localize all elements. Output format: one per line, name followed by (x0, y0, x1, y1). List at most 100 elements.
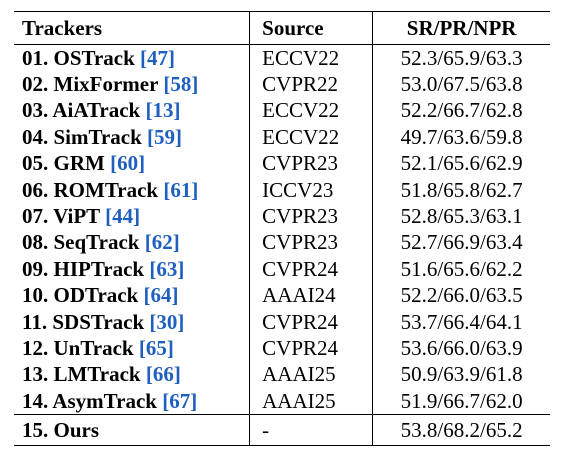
metric-cell: 53.6/66.0/63.9 (400, 335, 523, 360)
citation-number: 13 (152, 98, 174, 123)
citation-link[interactable]: [63] (149, 256, 185, 281)
row-number: 13. (22, 362, 49, 387)
source-cell: ECCV22 (249, 44, 374, 72)
citation-number: 67 (169, 388, 191, 413)
source-cell: - (249, 414, 374, 446)
tracker-name: Ours (53, 417, 100, 442)
tracker-name: HIPTrack (53, 256, 145, 281)
tracker-cell: 06. ROMTrack [61] (14, 176, 251, 204)
citation-link[interactable]: [67] (162, 388, 198, 413)
tracker-cell: 02. MixFormer [58] (14, 71, 251, 98)
citation-link[interactable]: [58] (163, 72, 199, 97)
results-table: Trackers Source SR/PR/NPR 01. OSTrack [4… (14, 11, 550, 446)
table-row-ours: 15. Ours - 53.8/68.2/65.2 (14, 414, 550, 446)
header-metric: SR/PR/NPR (406, 15, 517, 40)
metric-cell: 52.2/66.7/62.8 (400, 98, 523, 123)
source-cell: AAAI25 (249, 388, 374, 415)
tracker-name: GRM (53, 151, 105, 176)
tracker-cell: 10. ODTrack [64] (14, 282, 251, 309)
row-number: 01. (22, 45, 49, 70)
tracker-name: AsymTrack (52, 388, 157, 413)
row-number: 06. (22, 177, 49, 202)
row-number: 08. (22, 230, 49, 255)
metric-cell: 52.7/66.9/63.4 (400, 230, 523, 255)
citation-link[interactable]: [65] (138, 335, 174, 360)
table-row: 12. UnTrack [65] CVPR24 53.6/66.0/63.9 (14, 335, 550, 362)
table-row: 05. GRM [60] CVPR23 52.1/65.6/62.9 (14, 150, 550, 177)
row-number: 09. (22, 256, 49, 281)
tracker-cell: 09. HIPTrack [63] (14, 256, 251, 283)
tracker-name: OSTrack (53, 45, 135, 70)
table-row: 06. ROMTrack [61] ICCV23 51.8/65.8/62.7 (14, 176, 550, 204)
citation-number: 58 (170, 72, 192, 97)
citation-link[interactable]: [62] (144, 230, 180, 255)
row-number: 04. (22, 124, 49, 149)
citation-link[interactable]: [64] (143, 283, 179, 308)
citation-number: 66 (152, 362, 174, 387)
row-number: 15. (22, 417, 49, 442)
row-number: 12. (22, 335, 49, 360)
metric-cell: 51.6/65.6/62.2 (400, 256, 523, 281)
table-row: 11. SDSTrack [30] CVPR24 53.7/66.4/64.1 (14, 308, 550, 336)
source-cell: CVPR23 (249, 229, 374, 257)
citation-link[interactable]: [47] (140, 45, 176, 70)
citation-number: 44 (112, 204, 134, 229)
tracker-cell: 13. LMTrack [66] (14, 361, 251, 389)
citation-number: 47 (147, 45, 169, 70)
row-number: 02. (22, 72, 49, 97)
header-trackers: Trackers (14, 11, 251, 45)
metric-cell: 52.8/65.3/63.1 (400, 204, 523, 229)
table-row: 04. SimTrack [59] ECCV22 49.7/63.6/59.8 (14, 124, 550, 151)
citation-link[interactable]: [66] (145, 362, 181, 387)
tracker-name: AiATrack (52, 98, 141, 123)
table-body: 01. OSTrack [47] ECCV22 52.3/65.9/63.3 02. … (14, 44, 550, 446)
metric-cell: 51.9/66.7/62.0 (400, 388, 523, 413)
table-row: 13. LMTrack [66] AAAI25 50.9/63.9/61.8 (14, 361, 550, 389)
row-number: 14. (22, 388, 49, 413)
citation-link[interactable]: [60] (110, 151, 146, 176)
table-header: Trackers Source SR/PR/NPR (14, 11, 550, 45)
metric-cell: 52.2/66.0/63.5 (400, 283, 523, 308)
table-row: 10. ODTrack [64] AAAI24 52.2/66.0/63.5 (14, 282, 550, 309)
table-row: 09. HIPTrack [63] CVPR24 51.6/65.6/62.2 (14, 256, 550, 283)
source-cell: CVPR23 (249, 203, 374, 230)
table-row: 14. AsymTrack [67] AAAI25 51.9/66.7/62.0 (14, 388, 550, 415)
citation-number: 59 (154, 124, 176, 149)
table-row: 02. MixFormer [58] CVPR22 53.0/67.5/63.8 (14, 71, 550, 98)
metric-cell: 53.7/66.4/64.1 (400, 309, 523, 334)
tracker-name: ViPT (53, 204, 100, 229)
row-number: 07. (22, 204, 49, 229)
source-cell: AAAI25 (249, 361, 374, 389)
tracker-cell: 12. UnTrack [65] (14, 335, 251, 362)
table-row: 01. OSTrack [47] ECCV22 52.3/65.9/63.3 (14, 44, 550, 72)
citation-link[interactable]: [61] (163, 177, 199, 202)
metric-cell: 52.1/65.6/62.9 (400, 151, 523, 176)
source-cell: ICCV23 (249, 176, 374, 204)
citation-number: 63 (156, 256, 178, 281)
citation-number: 62 (151, 230, 173, 255)
row-number: 03. (22, 98, 49, 123)
table-row: 07. ViPT [44] CVPR23 52.8/65.3/63.1 (14, 203, 550, 230)
citation-link[interactable]: [59] (147, 124, 183, 149)
tracker-cell: 05. GRM [60] (14, 150, 251, 177)
source-cell: CVPR24 (249, 256, 374, 283)
metric-cell: 49.7/63.6/59.8 (400, 124, 523, 149)
tracker-cell: 01. OSTrack [47] (14, 44, 251, 72)
tracker-name: ROMTrack (53, 177, 159, 202)
tracker-name: LMTrack (53, 362, 141, 387)
tracker-name: MixFormer (53, 72, 159, 97)
source-cell: CVPR24 (249, 308, 374, 336)
source-cell: CVPR24 (249, 335, 374, 362)
tracker-cell: 14. AsymTrack [67] (14, 388, 251, 415)
source-cell: AAAI24 (249, 282, 374, 309)
table-row: 03. AiATrack [13] ECCV22 52.2/66.7/62.8 (14, 97, 550, 125)
row-number: 05. (22, 151, 49, 176)
citation-link[interactable]: [30] (149, 309, 185, 334)
citation-number: 64 (150, 283, 172, 308)
citation-number: 60 (117, 151, 139, 176)
row-number: 10. (22, 283, 49, 308)
tracker-cell: 11. SDSTrack [30] (14, 308, 251, 336)
citation-link[interactable]: [44] (105, 204, 141, 229)
tracker-cell: 08. SeqTrack [62] (14, 229, 251, 257)
citation-link[interactable]: [13] (145, 98, 181, 123)
